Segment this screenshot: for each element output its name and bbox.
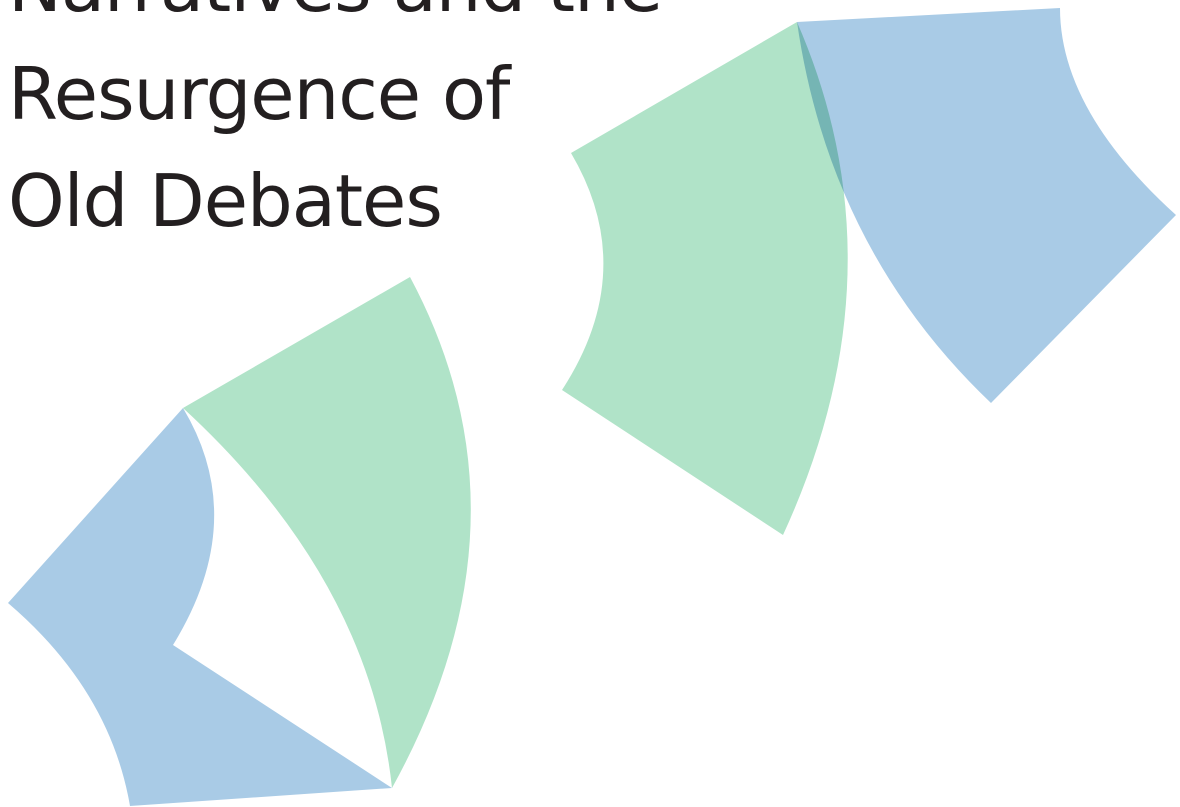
title-line: Resurgence of xyxy=(8,58,509,130)
page: Narratives and the Resurgence of Old Deb… xyxy=(0,0,1180,807)
title-line: Narratives and the xyxy=(8,0,662,22)
blue-shape xyxy=(797,8,1176,403)
green-shape xyxy=(562,22,848,535)
title-line: Old Debates xyxy=(8,165,442,237)
